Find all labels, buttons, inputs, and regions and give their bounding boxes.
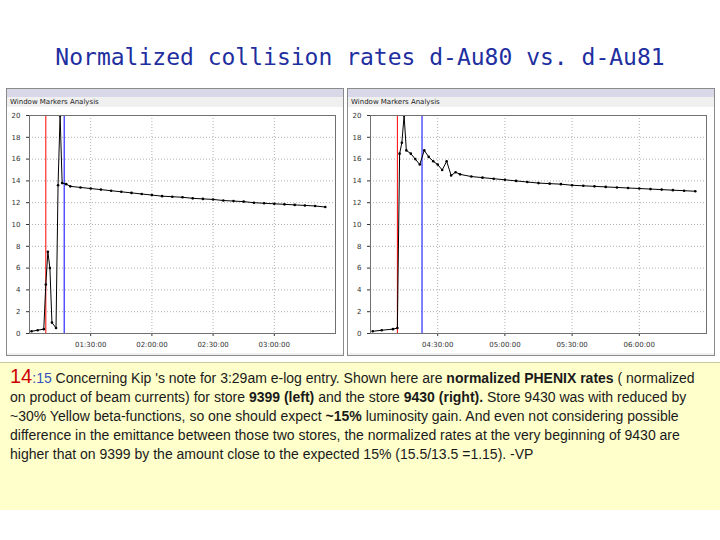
svg-text:8: 8	[16, 243, 20, 251]
svg-text:18: 18	[12, 134, 21, 142]
svg-text:06:00:00: 06:00:00	[624, 341, 655, 349]
svg-text:12: 12	[353, 199, 362, 207]
svg-text:14: 14	[12, 177, 21, 185]
svg-text:16: 16	[12, 155, 21, 163]
html-text:14:15 Concerning Kip 's note f: 14:15 Concerning Kip 's note for 3:29am …	[10, 365, 695, 462]
svg-text:4: 4	[357, 286, 362, 294]
svg-text:10: 10	[12, 221, 21, 229]
svg-text:4: 4	[16, 286, 21, 294]
svg-text:16: 16	[353, 155, 362, 163]
svg-text:20: 20	[12, 112, 21, 120]
svg-text:20: 20	[353, 112, 362, 120]
svg-text:03:00:00: 03:00:00	[259, 341, 290, 349]
svg-text:18: 18	[353, 134, 362, 142]
svg-text:02:30:00: 02:30:00	[197, 341, 228, 349]
svg-text:2: 2	[16, 308, 20, 316]
svg-text:6: 6	[357, 264, 362, 272]
svg-text:2: 2	[357, 308, 361, 316]
svg-text:05:00:00: 05:00:00	[489, 341, 520, 349]
svg-text:8: 8	[357, 243, 361, 251]
html-text:Window Markers Analysis: Window Markers Analysis	[351, 98, 440, 106]
svg-text:01:30:00: 01:30:00	[75, 341, 106, 349]
html-text:Window Markers Analysis: Window Markers Analysis	[10, 98, 99, 106]
svg-text:02:00:00: 02:00:00	[136, 341, 167, 349]
svg-text:14: 14	[353, 177, 362, 185]
html-text:Normalized collision rates d-A: Normalized collision rates d-Au80 vs. d-…	[55, 44, 665, 70]
svg-text:10: 10	[353, 221, 362, 229]
svg-text:6: 6	[16, 264, 21, 272]
svg-text:0: 0	[16, 330, 20, 338]
svg-text:12: 12	[12, 199, 21, 207]
svg-text:04:30:00: 04:30:00	[422, 341, 453, 349]
svg-text:0: 0	[357, 330, 361, 338]
svg-text:05:30:00: 05:30:00	[556, 341, 587, 349]
